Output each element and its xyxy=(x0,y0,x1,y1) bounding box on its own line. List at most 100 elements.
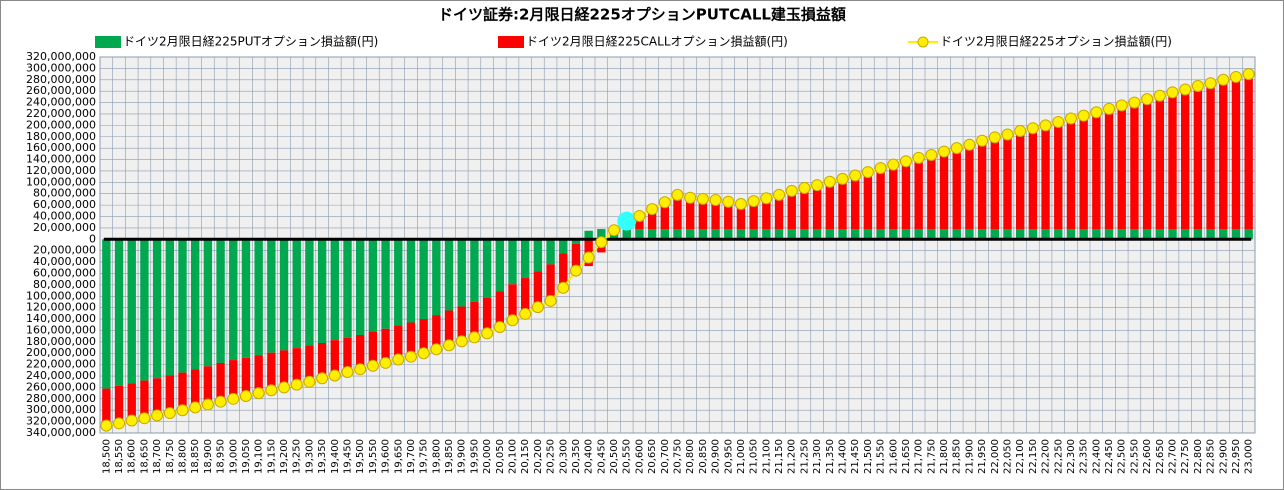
bar xyxy=(203,366,213,405)
marker xyxy=(151,409,164,422)
bar xyxy=(800,188,809,230)
x-tick-label: 21,800 xyxy=(939,439,950,474)
marker xyxy=(328,369,341,382)
bar xyxy=(952,148,961,230)
y-tick-label: 280,000,000 xyxy=(26,392,96,405)
bar xyxy=(622,229,631,240)
x-tick-label: 20,500 xyxy=(609,439,620,474)
x-tick-label: 20,850 xyxy=(698,439,709,474)
marker xyxy=(138,412,151,425)
x-tick-label: 22,700 xyxy=(1168,439,1179,474)
bar xyxy=(724,201,733,230)
x-tick-label: 21,000 xyxy=(736,439,747,474)
marker xyxy=(290,378,303,391)
x-tick-label: 20,200 xyxy=(533,439,544,474)
marker xyxy=(163,407,176,420)
bar xyxy=(533,239,543,272)
marker xyxy=(481,327,494,340)
marker xyxy=(617,211,637,231)
marker xyxy=(988,131,1001,144)
marker xyxy=(836,172,849,185)
bar xyxy=(647,229,657,240)
y-tick-label: 60,000,000 xyxy=(33,198,96,211)
x-tick-label: 20,300 xyxy=(558,439,569,474)
x-tick-label: 18,950 xyxy=(216,439,227,474)
marker xyxy=(417,347,430,360)
bar xyxy=(178,372,187,411)
x-tick-label: 19,050 xyxy=(241,439,252,474)
x-tick-label: 22,100 xyxy=(1015,439,1026,474)
marker xyxy=(861,166,874,179)
y-tick-label: 20,000,000 xyxy=(33,244,96,257)
bar xyxy=(660,229,669,240)
y-tick-label: 40,000,000 xyxy=(33,255,96,268)
bar xyxy=(774,194,784,230)
x-tick-label: 21,100 xyxy=(761,439,772,474)
marker xyxy=(392,353,405,366)
bar xyxy=(216,362,225,402)
bar xyxy=(165,239,174,376)
bar xyxy=(292,239,301,349)
bar xyxy=(1028,128,1038,230)
x-tick-label: 22,550 xyxy=(1129,439,1140,474)
chart-title: ドイツ証券:2月限日経225オプションPUTCALL建玉損益額 xyxy=(438,6,846,24)
bar xyxy=(762,229,771,240)
bar xyxy=(939,151,949,230)
marker xyxy=(430,343,443,356)
marker xyxy=(1026,122,1039,135)
bar xyxy=(851,175,860,230)
x-tick-label: 19,500 xyxy=(355,439,366,474)
y-tick-label: 340,000,000 xyxy=(26,426,96,439)
bar xyxy=(165,375,174,414)
marker xyxy=(963,138,976,151)
bar xyxy=(927,229,936,240)
x-tick-label: 19,450 xyxy=(343,439,354,474)
y-tick-label: 220,000,000 xyxy=(26,358,96,371)
x-tick-label: 19,250 xyxy=(292,439,303,474)
x-tick-label: 18,900 xyxy=(203,439,214,474)
x-tick-label: 20,400 xyxy=(584,439,595,474)
bar xyxy=(1092,229,1101,240)
bar xyxy=(1003,229,1012,240)
bar xyxy=(470,301,479,338)
x-tick-label: 21,600 xyxy=(888,439,899,474)
marker xyxy=(1064,112,1077,125)
bar xyxy=(1066,118,1076,230)
bar xyxy=(1092,112,1101,230)
y-tick-label: 140,000,000 xyxy=(26,153,96,166)
bar xyxy=(394,239,403,326)
bar xyxy=(1142,99,1152,230)
marker xyxy=(722,195,735,208)
bar xyxy=(584,230,593,240)
x-tick-label: 22,750 xyxy=(1180,439,1191,474)
y-tick-label: 120,000,000 xyxy=(26,301,96,314)
bar xyxy=(444,310,454,346)
bar xyxy=(736,229,746,240)
bar xyxy=(1130,102,1139,230)
bar xyxy=(673,194,682,230)
bar xyxy=(1219,229,1228,240)
marker xyxy=(506,314,519,327)
x-tick-label: 19,100 xyxy=(254,439,265,474)
x-tick-label: 22,800 xyxy=(1193,439,1204,474)
marker xyxy=(455,335,468,348)
x-tick-label: 18,600 xyxy=(127,439,138,474)
x-tick-label: 19,600 xyxy=(381,439,392,474)
x-tick-label: 20,600 xyxy=(634,439,645,474)
x-tick-label: 19,700 xyxy=(406,439,417,474)
x-tick-label: 20,050 xyxy=(495,439,506,474)
bar xyxy=(508,239,517,285)
bar xyxy=(1193,86,1203,230)
bar xyxy=(762,198,771,230)
bar xyxy=(343,239,352,338)
y-tick-label: 180,000,000 xyxy=(26,130,96,143)
y-tick-label: 280,000,000 xyxy=(26,73,96,86)
bar xyxy=(736,203,746,230)
marker xyxy=(1014,125,1027,138)
bar xyxy=(990,229,999,240)
bar xyxy=(254,239,263,356)
y-tick-label: 220,000,000 xyxy=(26,107,96,120)
bar xyxy=(914,157,923,230)
bar xyxy=(356,239,365,336)
marker xyxy=(214,395,227,408)
